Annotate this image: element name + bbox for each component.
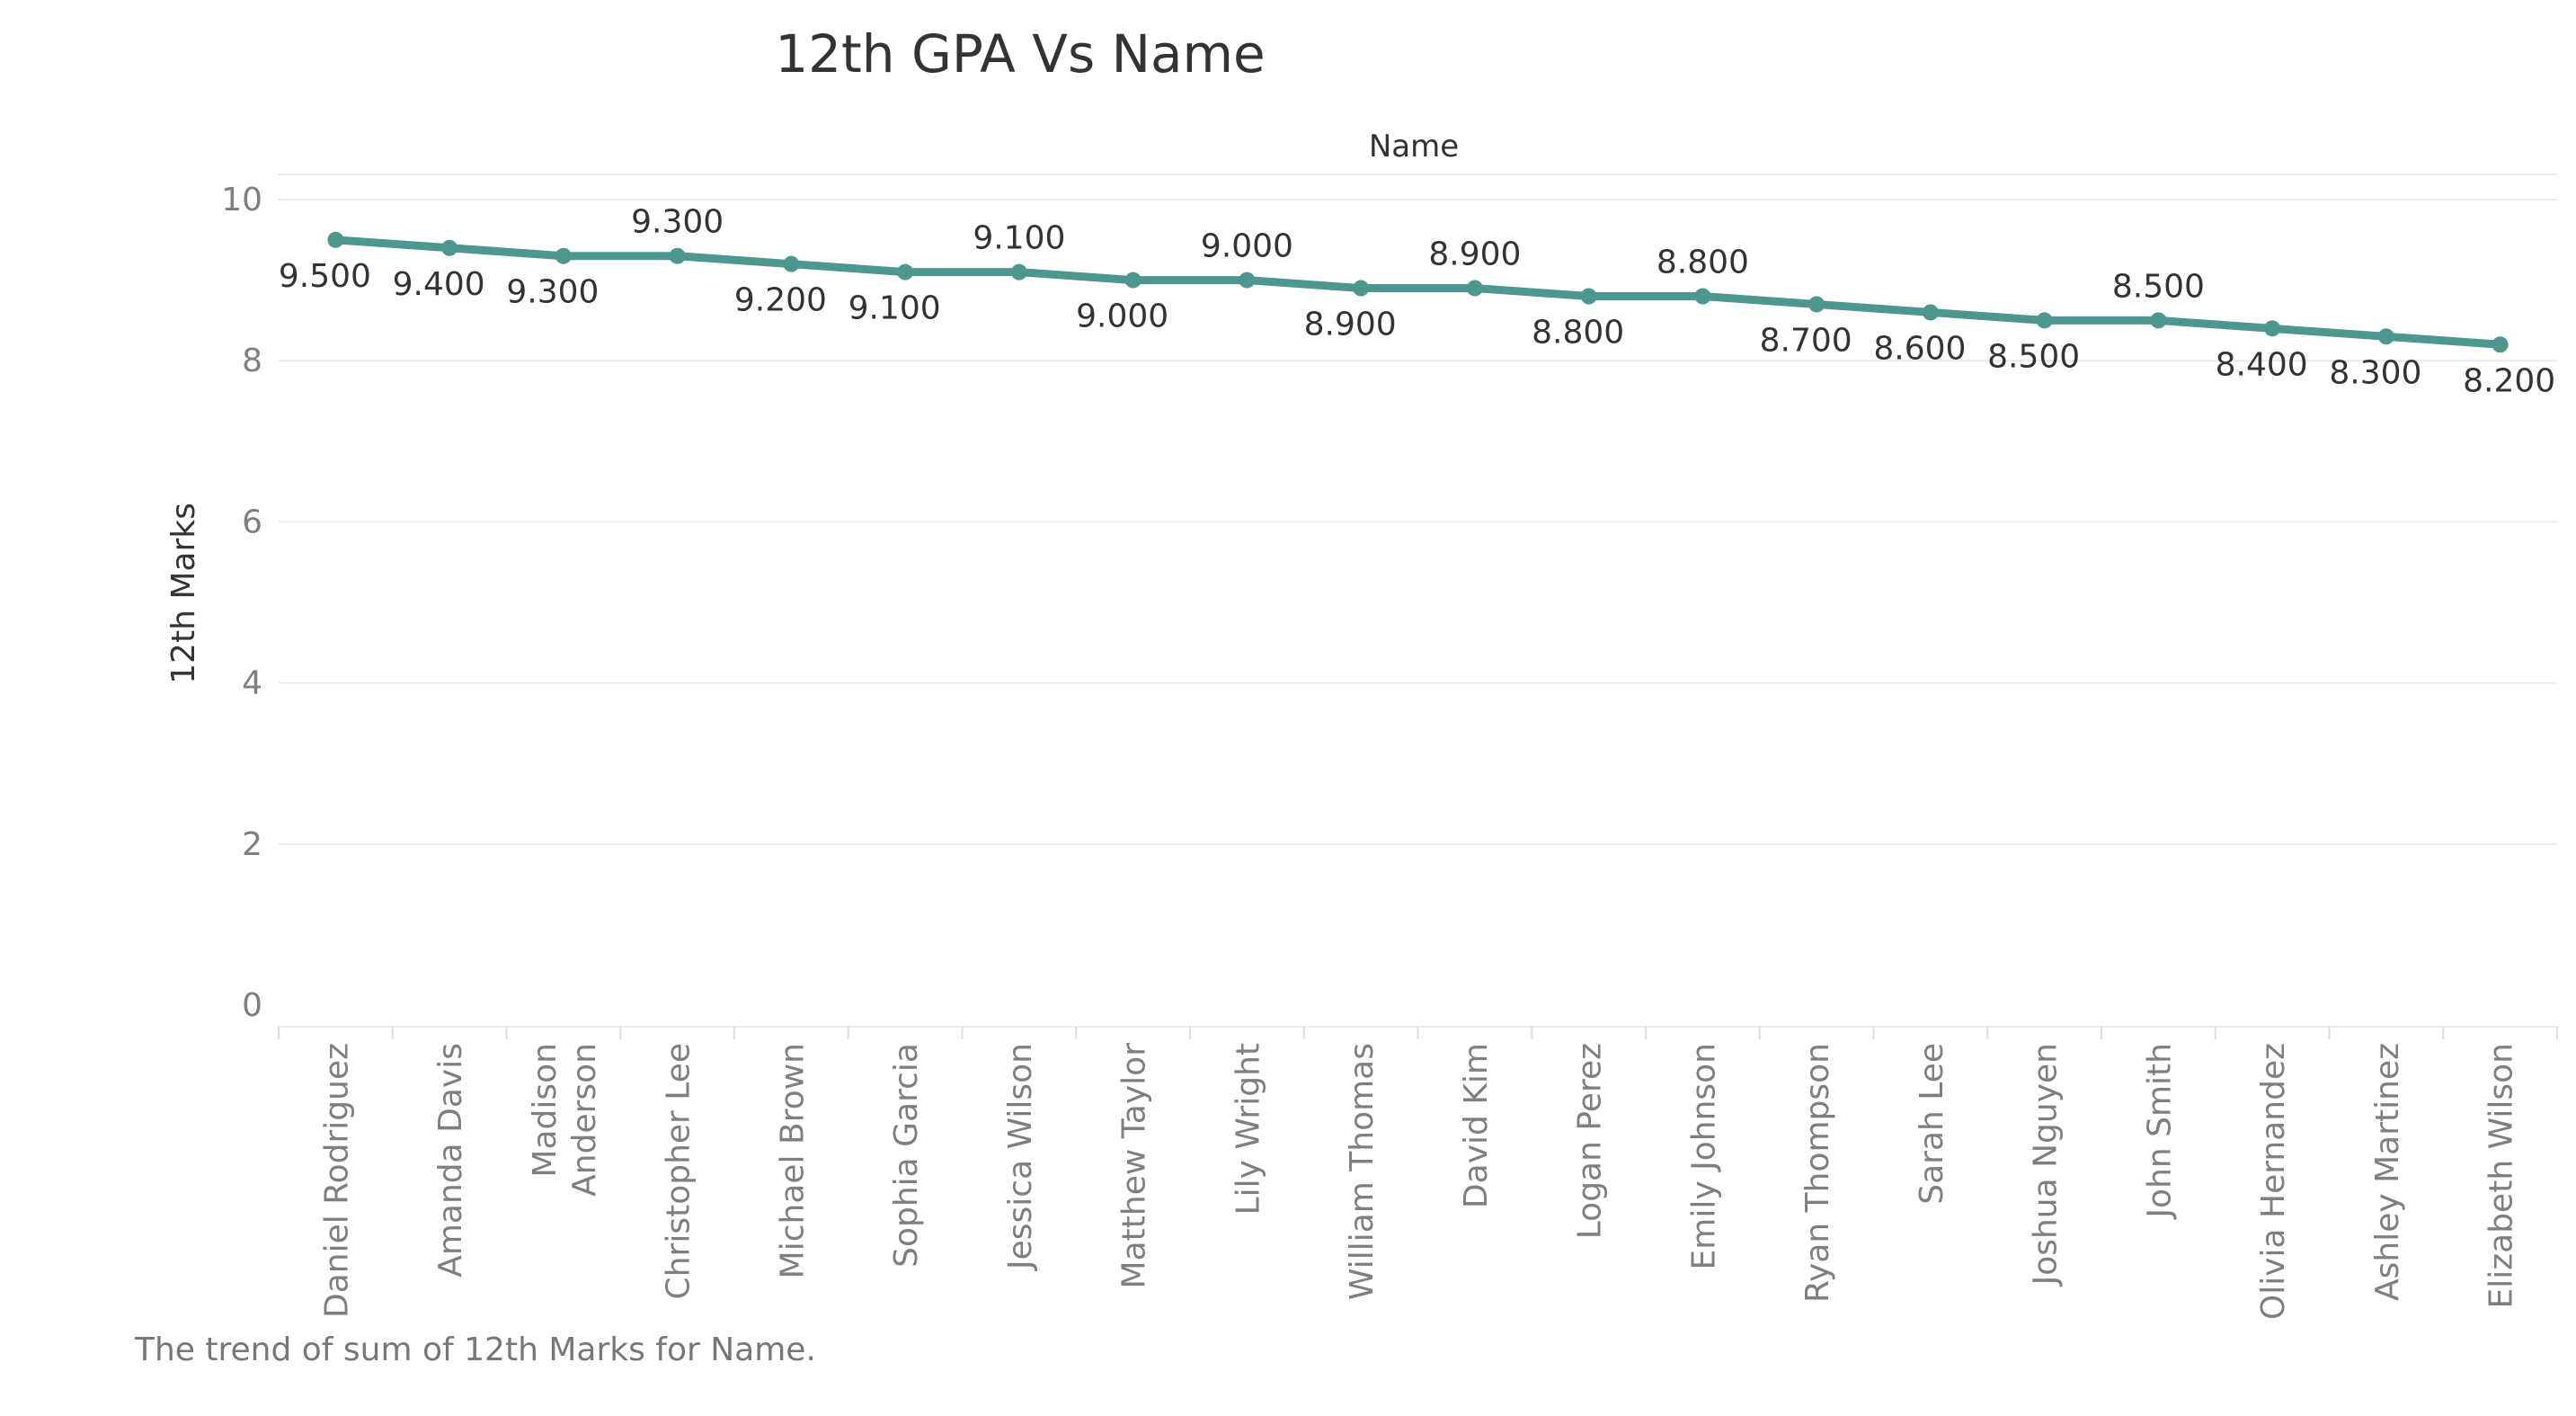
data-point [327,231,344,248]
data-point [2150,312,2167,329]
x-tick-label: David Kim [1458,1043,1495,1208]
x-tick-label: Daniel Rodriguez [318,1043,355,1318]
y-tick-label: 2 [242,826,262,863]
data-label: 8.900 [1304,307,1397,343]
data-label: 8.500 [1987,338,2080,375]
data-point [2492,336,2509,353]
y-tick-label: 8 [242,343,262,379]
data-label: 9.100 [973,220,1065,257]
chart-title: 12th GPA Vs Name [775,23,1266,85]
data-label: 8.800 [1657,245,1749,281]
data-label: 9.300 [631,204,724,241]
y-tick-label: 4 [242,665,262,702]
data-labels: 9.500 9.400 9.300 9.300 9.200 9.100 9.100 9.000… [279,204,2555,400]
x-tick-label: Amanda Davis [432,1043,469,1278]
y-tick-label: 0 [242,987,262,1024]
data-point [2377,328,2394,345]
x-tick-label: Joshua Nguyen [2028,1043,2065,1287]
x-tick-label: William Thomas [1344,1043,1381,1300]
x-tick-label: Sophia Garcia [888,1043,925,1268]
data-point [1466,280,1483,297]
data-point [783,255,800,272]
gridlines [278,174,2558,1039]
x-tick-label: Madison [527,1043,564,1178]
data-point [555,247,572,264]
data-label: 9.100 [848,290,941,327]
x-tick-label: Sarah Lee [1914,1043,1950,1205]
data-point [1124,272,1141,289]
data-label: 8.700 [1760,322,1852,359]
x-tick-label: Christopher Lee [661,1043,697,1299]
data-point [2036,312,2053,329]
data-points [327,231,2509,353]
data-label: 9.000 [1076,298,1168,335]
series-line-path [331,236,2505,349]
x-tick-label: Elizabeth Wilson [2483,1043,2520,1309]
x-tick-label: Ashley Martinez [2369,1043,2406,1301]
data-point [669,247,686,264]
x-tick-label: Matthew Taylor [1116,1043,1153,1289]
data-label: 9.300 [506,274,599,311]
data-point [1239,272,1256,289]
x-tick-label: Ryan Thompson [1799,1043,1836,1303]
data-point [897,263,914,281]
data-label: 8.300 [2329,354,2421,391]
x-tick-label: Emily Johnson [1685,1043,1722,1269]
y-axis: 0 2 4 6 8 10 [221,182,262,1024]
x-tick-label: Michael Brown [774,1043,811,1278]
y-axis-label: 12th Marks [165,503,202,684]
data-label: 9.200 [734,282,827,319]
data-label: 9.500 [279,258,371,295]
data-label: 8.200 [2463,362,2555,399]
data-point [1353,280,1370,297]
data-label: 9.000 [1201,228,1293,265]
x-tick-label: Jessica Wilson [1002,1043,1039,1271]
x-tick-label: Anderson [566,1043,603,1197]
data-label: 8.400 [2216,346,2308,383]
data-label: 8.900 [1428,236,1521,273]
data-point [1580,288,1597,305]
y-tick-label: 10 [221,182,262,218]
data-label: 8.500 [2112,268,2205,305]
data-point [1010,263,1027,281]
x-tick-label: Lily Wright [1230,1043,1266,1215]
series-line [331,236,2505,349]
x-tick-label: Logan Perez [1572,1043,1609,1239]
data-point [1922,304,1939,321]
data-label: 8.800 [1532,315,1624,352]
data-point [1694,288,1711,305]
column-header: Name [1369,129,1459,165]
data-label: 9.400 [393,266,485,303]
data-point [2264,320,2281,337]
data-label: 8.600 [1873,330,1966,367]
data-point [1808,296,1825,313]
data-point [441,239,458,256]
y-tick-label: 6 [242,503,262,540]
x-tick-label: John Smith [2141,1043,2178,1220]
x-axis: Daniel Rodriguez Amanda Davis Madison Ander… [318,1043,2519,1320]
chart-caption: The trend of sum of 12th Marks for Name. [134,1331,816,1368]
x-tick-label: Olivia Hernandez [2255,1043,2292,1320]
